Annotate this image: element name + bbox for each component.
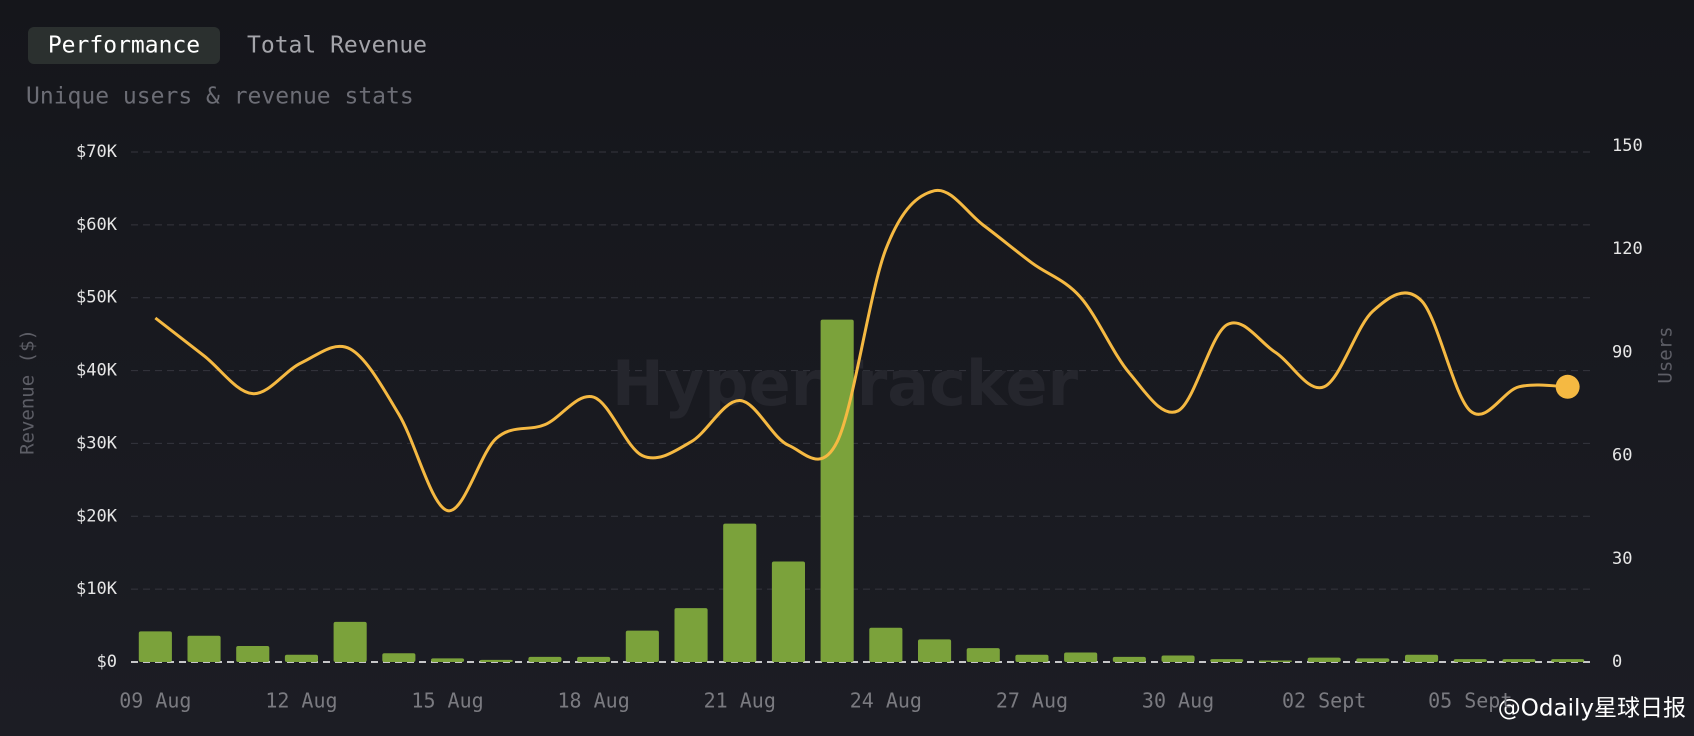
bar [771, 561, 806, 662]
bar [674, 608, 708, 662]
bar [820, 319, 854, 662]
tab[interactable]: Total Revenue [247, 33, 427, 59]
subtitle: Unique users & revenue stats [26, 84, 414, 110]
end-marker [1555, 374, 1580, 399]
x-tick-label: 21 Aug [704, 689, 776, 713]
y-tick-label: $10K [76, 579, 118, 599]
bar [625, 630, 659, 662]
y-axis-title: Revenue ($) [17, 329, 39, 455]
bar [917, 639, 952, 662]
y-tick-label: $40K [76, 361, 118, 381]
bar [528, 656, 562, 662]
x-tick-label: 27 Aug [996, 689, 1068, 713]
x-tick-label: 18 Aug [558, 689, 630, 713]
bar [1551, 659, 1585, 662]
y2-tick-label: 60 [1612, 446, 1632, 466]
users-line [154, 188, 1568, 513]
bar [1258, 660, 1293, 662]
y2-tick-label: 90 [1612, 342, 1632, 362]
bar [1015, 654, 1049, 662]
x-tick-label: 05 Sept [1428, 689, 1512, 713]
bar [1404, 654, 1439, 662]
bar [138, 631, 172, 662]
y-tick-label: $50K [76, 288, 118, 308]
bar [577, 656, 611, 662]
bar [966, 648, 1000, 662]
x-tick-label: 02 Sept [1282, 689, 1366, 713]
y-tick-label: $70K [76, 142, 118, 162]
bar [187, 635, 221, 662]
bar [1112, 656, 1146, 662]
bar [723, 523, 757, 662]
x-tick-label: 15 Aug [411, 689, 483, 713]
credit-watermark: @Odaily星球日报 [1498, 696, 1686, 722]
x-tick-label: 30 Aug [1142, 689, 1214, 713]
bar [333, 621, 367, 662]
y-tick-label: $30K [76, 433, 118, 453]
y2-tick-label: 150 [1612, 136, 1643, 156]
bar [869, 627, 903, 662]
bar [236, 645, 270, 662]
y2-axis-title: Users [1655, 326, 1677, 383]
bar [479, 659, 513, 662]
x-tick-label: 09 Aug [119, 689, 191, 713]
bar [1064, 652, 1098, 662]
x-tick-label: 24 Aug [850, 689, 922, 713]
active-tab-bg[interactable] [28, 27, 220, 64]
bar [1356, 658, 1390, 662]
tab[interactable]: Performance [48, 33, 200, 59]
y2-tick-label: 0 [1612, 652, 1622, 672]
bar [1453, 659, 1487, 662]
bar [1502, 659, 1536, 662]
bar [1210, 659, 1244, 662]
x-tick-label: 12 Aug [265, 689, 337, 713]
bar [430, 658, 465, 662]
bar [382, 653, 416, 662]
y-tick-label: $60K [76, 215, 118, 235]
bar [1161, 655, 1195, 662]
y2-tick-label: 30 [1612, 549, 1632, 569]
y-tick-label: $0 [97, 652, 117, 672]
bar [1307, 657, 1341, 662]
y-tick-label: $20K [76, 506, 118, 526]
bar [284, 654, 319, 662]
y2-tick-label: 120 [1612, 239, 1643, 259]
